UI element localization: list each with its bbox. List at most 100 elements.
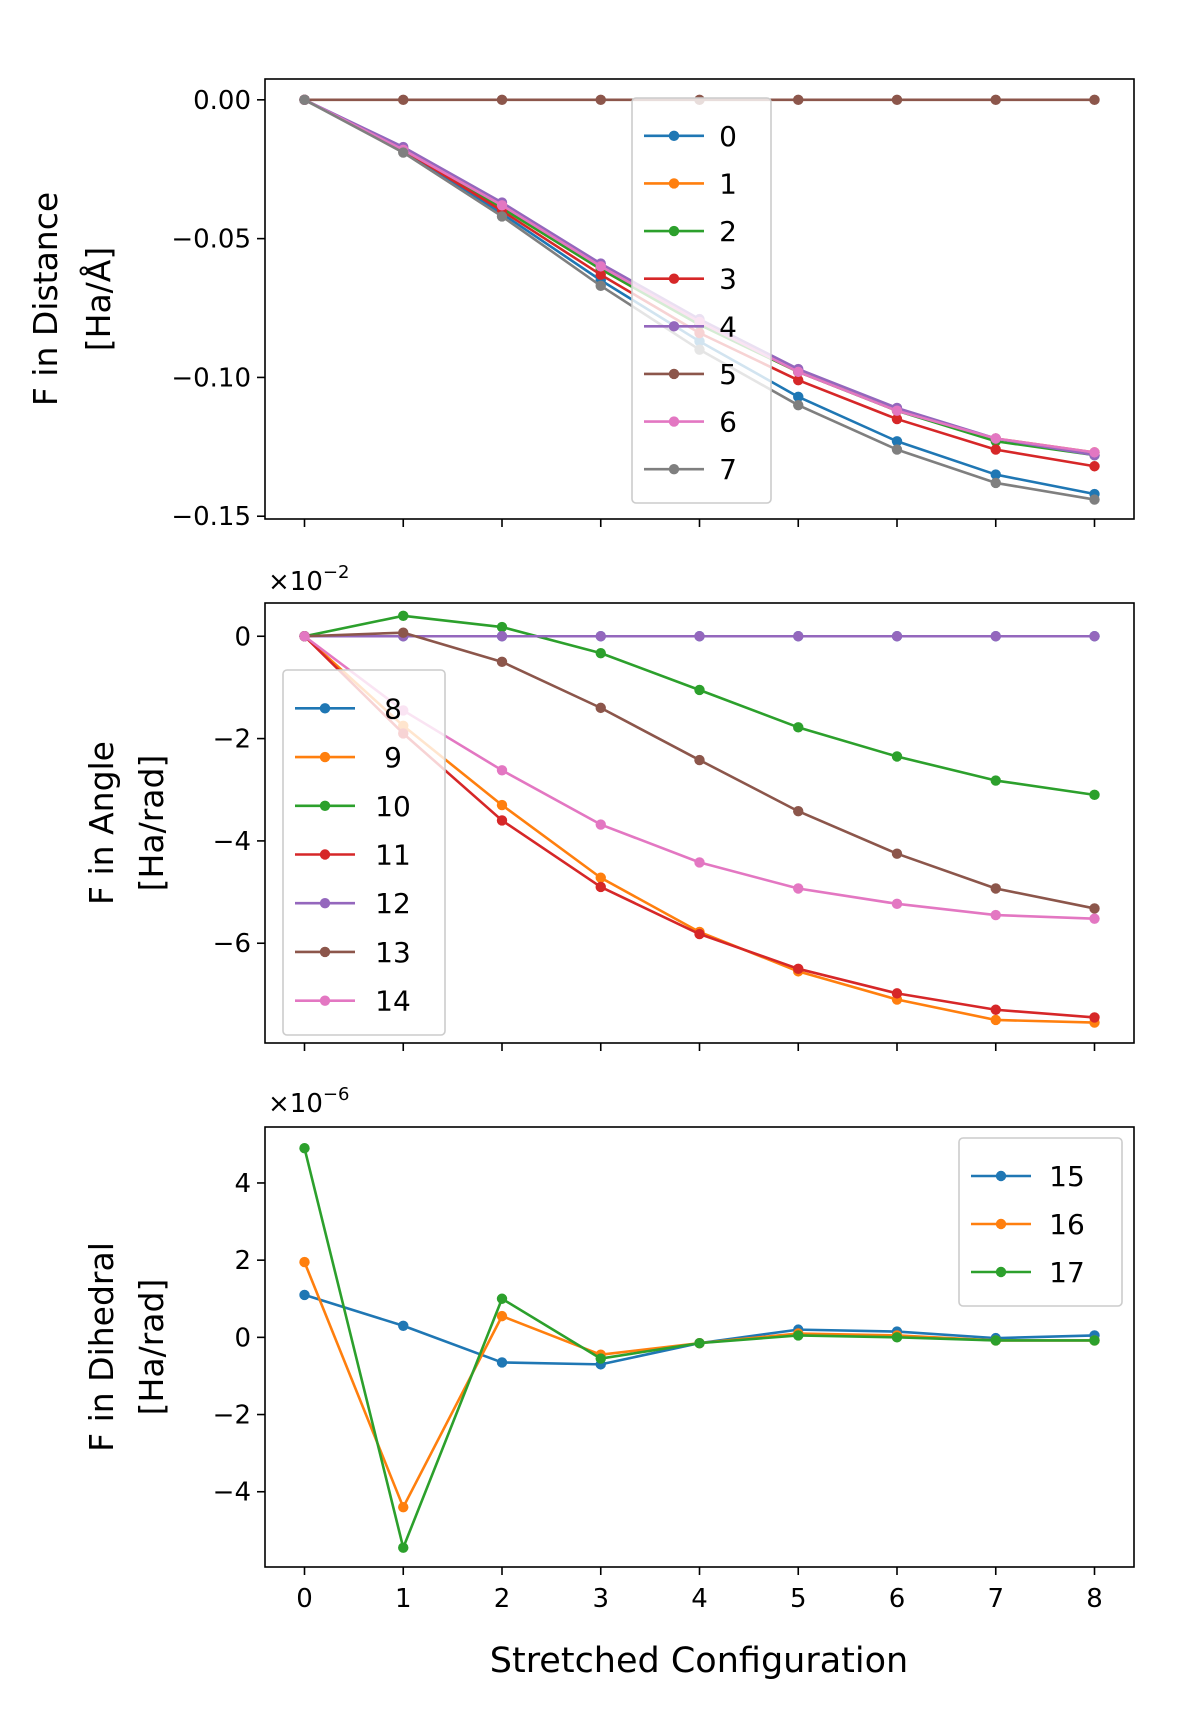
angle-legend-item-14: 14: [295, 985, 411, 1018]
angle-series-12: [299, 631, 1100, 642]
distance-series-3-point: [595, 269, 606, 280]
dihedral-legend-item-17: 17: [971, 1256, 1085, 1289]
distance-series-5-point: [398, 94, 409, 106]
dihedral-series-17-point: [990, 1335, 1001, 1346]
angle-legend-item-8: 8: [295, 692, 402, 725]
angle-series-11-point: [990, 1004, 1001, 1015]
angle-series-10-point: [1089, 789, 1100, 801]
dihedral-y-label-line2: [Ha/rad]: [132, 1279, 171, 1416]
angle-series-12-point: [694, 631, 705, 642]
distance-legend-swatch-marker: [668, 225, 680, 237]
distance-series-7-point: [496, 211, 508, 222]
distance-legend-swatch-marker: [668, 321, 680, 332]
dihedral-legend-swatch-marker: [995, 1170, 1007, 1182]
angle-legend-swatch-marker: [319, 946, 331, 958]
angle-legend-label: 10: [375, 790, 411, 823]
dihedral-x-tick-label: 1: [395, 1584, 412, 1614]
distance-panel: 0.00 −0.05 −0.10 −0.15 F in Distance [Ha/Å]…: [26, 78, 1135, 532]
distance-legend-label: 3: [719, 263, 737, 296]
dihedral-series-17-point: [299, 1143, 310, 1154]
angle-series-13-point: [398, 627, 409, 638]
angle-multiplier-base: ×10: [268, 567, 323, 597]
distance-series-6-point: [496, 200, 508, 211]
angle-series-10-point: [496, 621, 508, 633]
distance-series-3-point: [793, 374, 804, 386]
distance-series-6-point: [891, 405, 903, 416]
distance-series-0-point: [891, 436, 903, 447]
dihedral-multiplier-base: ×10: [268, 1089, 323, 1119]
angle-series-14-point: [299, 631, 310, 642]
angle-panel: 0−2−4−6 ×10−2 F in Angle [Ha/rad] 891011…: [82, 562, 1135, 1051]
angle-series-12-point: [891, 631, 903, 642]
dihedral-series-17-point: [793, 1330, 804, 1341]
angle-series-10-point: [595, 647, 606, 659]
dihedral-legend-box: [958, 1137, 1123, 1307]
dihedral-x-tick-label: 3: [592, 1584, 609, 1614]
dihedral-series-16-point: [299, 1256, 310, 1268]
distance-legend-item-7: 7: [644, 453, 737, 486]
angle-legend-swatch-marker: [319, 751, 331, 763]
angle-series-14-point: [891, 898, 903, 910]
angle-series-13-point: [595, 702, 606, 714]
angle-legend-label: 12: [375, 887, 411, 920]
dihedral-y-label-line1: F in Dihedral: [82, 1242, 121, 1452]
angle-series-14-point: [990, 909, 1001, 921]
angle-legend-swatch-marker: [319, 849, 331, 860]
angle-series-10-point: [891, 751, 903, 762]
distance-series-6-point: [595, 261, 606, 272]
distance-series-7-point: [398, 147, 409, 158]
distance-series-3-point: [1089, 461, 1100, 472]
angle-legend-item-9: 9: [295, 741, 402, 774]
angle-series-10-point: [694, 684, 705, 696]
angle-series-14-point: [1089, 913, 1100, 924]
distance-legend-swatch-marker: [668, 178, 680, 189]
dihedral-series-17-point: [891, 1332, 903, 1343]
distance-series-5-point: [891, 94, 903, 106]
angle-offset-multiplier: ×10−2: [268, 562, 349, 597]
angle-legend-item-10: 10: [295, 790, 411, 823]
angle-series-14-point: [496, 765, 508, 776]
angle-series-13-point: [496, 656, 508, 668]
dihedral-x-tick-label: 5: [790, 1584, 807, 1614]
angle-y-tick-label: 0: [234, 622, 251, 652]
dihedral-series-16-point: [496, 1310, 508, 1322]
angle-legend-label: 9: [384, 741, 402, 774]
dihedral-series-17: [299, 1143, 1100, 1553]
angle-y-tick-label: −4: [213, 827, 251, 857]
angle-series-14-point: [694, 857, 705, 868]
angle-series-11-point: [595, 881, 606, 893]
distance-legend-swatch-marker: [668, 273, 680, 284]
dihedral-series-17-point: [595, 1353, 606, 1364]
dihedral-legend: 15 16 17: [958, 1137, 1123, 1307]
distance-legend-item-3: 3: [644, 263, 737, 296]
distance-legend-label: 0: [719, 120, 737, 153]
angle-legend-label: 8: [384, 692, 402, 725]
dihedral-legend-label: 17: [1049, 1256, 1085, 1289]
dihedral-series-15-point: [496, 1357, 508, 1368]
distance-legend-label: 1: [719, 167, 737, 200]
distance-series-0-point: [793, 391, 804, 403]
angle-series-11-point: [496, 815, 508, 826]
distance-series-7-point: [1089, 494, 1100, 505]
dihedral-x-ticks: 0 1 2 3 4 5 6 7 8: [296, 1567, 1103, 1614]
distance-series-7-point: [793, 399, 804, 411]
angle-series-12-point: [793, 631, 804, 642]
angle-y-label-line2: [Ha/rad]: [132, 755, 171, 892]
distance-x-ticks: [303, 519, 1096, 527]
distance-legend-item-1: 1: [644, 167, 737, 200]
distance-series-3-point: [990, 444, 1001, 455]
distance-series-0-point: [990, 469, 1001, 480]
angle-series-11-point: [694, 928, 705, 940]
dihedral-legend-item-16: 16: [971, 1208, 1085, 1241]
dihedral-series-17-point: [496, 1293, 508, 1304]
dihedral-panel: 4 2 0 −2 −4 0 1 2 3 4 5 6 7 8 ×10−6 F in Dihedral [H…: [82, 1084, 1135, 1614]
angle-series-10-point: [990, 775, 1001, 786]
dihedral-x-tick-label: 6: [889, 1584, 906, 1614]
distance-series-7-point: [299, 94, 310, 106]
distance-y-tick-label: −0.10: [171, 363, 251, 393]
dihedral-series-layer: [299, 1143, 1100, 1553]
distance-legend-item-6: 6: [644, 406, 737, 439]
angle-multiplier-exponent: −2: [323, 562, 350, 583]
